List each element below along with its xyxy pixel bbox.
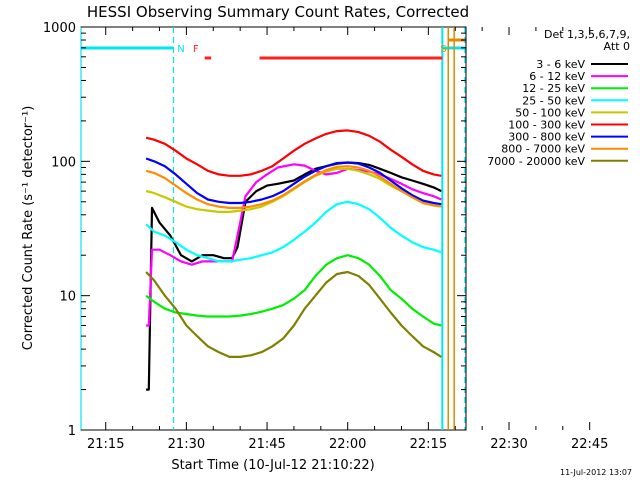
series-line	[145, 129, 442, 177]
x-axis: 21:15 21:30 21:45 22:00 22:15 22:30 22:45	[87, 27, 608, 452]
legend-header-1: Det 1,3,5,6,7,9,	[544, 28, 630, 41]
legend-label: 12 - 25 keV	[522, 82, 585, 95]
legend-label: 7000 - 20000 keV	[487, 155, 585, 168]
y-tick-label: 10	[59, 290, 76, 305]
series-line	[146, 163, 442, 327]
flag-label: S	[440, 44, 446, 55]
series-line	[145, 165, 442, 209]
series-line	[146, 161, 442, 391]
series-line	[145, 157, 442, 206]
y-tick-label: 1	[68, 424, 76, 439]
flag-label: F	[193, 44, 199, 55]
x-tick-label: 21:15	[87, 437, 124, 452]
legend-label: 50 - 100 keV	[515, 106, 585, 119]
x-tick-label: 22:00	[329, 437, 366, 452]
y-axis: 1 10 100 1000	[43, 21, 466, 439]
legend-label: 3 - 6 keV	[536, 58, 585, 71]
footer-date: 11-Jul-2012 13:07	[560, 468, 632, 477]
legend-label: 25 - 50 keV	[522, 94, 585, 107]
y-tick-label: 100	[51, 155, 76, 170]
y-tick-label: 1000	[43, 21, 76, 36]
x-tick-label: 22:15	[410, 437, 447, 452]
legend-label: 100 - 300 keV	[508, 119, 585, 132]
series-line	[145, 200, 442, 263]
legend-label: 800 - 7000 keV	[501, 143, 585, 156]
series-line	[145, 254, 442, 327]
x-tick-label: 21:30	[168, 437, 205, 452]
x-tick-label: 22:45	[571, 437, 608, 452]
series-line	[145, 270, 442, 358]
series-layer	[145, 129, 442, 391]
legend-header-2: Att 0	[604, 40, 630, 53]
x-tick-label: 22:30	[490, 437, 527, 452]
x-axis-label: Start Time (10-Jul-12 21:10:22)	[171, 458, 374, 473]
legend-label: 6 - 12 keV	[529, 70, 585, 83]
legend-label: 300 - 800 keV	[508, 131, 585, 144]
flag-label: N	[177, 44, 184, 55]
plot-frame	[80, 26, 467, 431]
x-tick-label: 21:45	[248, 437, 285, 452]
y-axis-label: Corrected Count Rate (s⁻¹ detector⁻¹)	[21, 106, 36, 351]
chart-title: HESSI Observing Summary Count Rates, Cor…	[87, 3, 469, 21]
